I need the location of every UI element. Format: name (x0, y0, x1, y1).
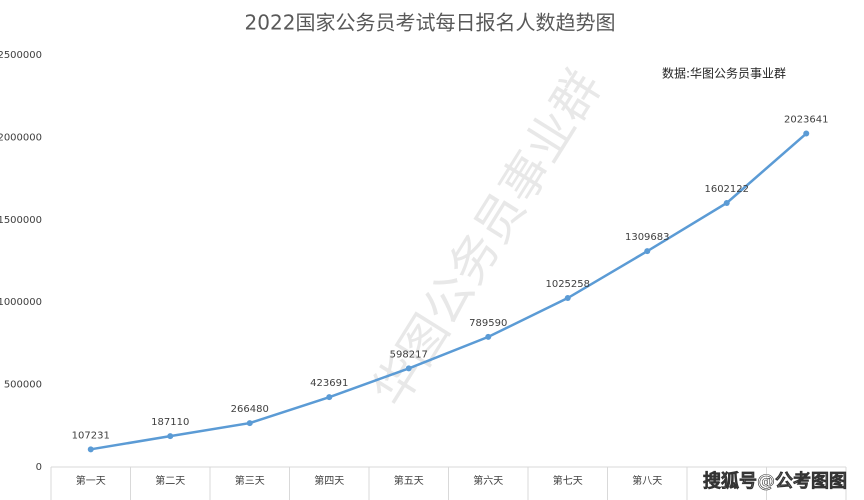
data-label: 1309683 (625, 232, 670, 243)
data-label: 789590 (469, 318, 507, 329)
x-tick-label: 第四天 (314, 474, 344, 487)
x-tick-label: 第二天 (155, 474, 185, 487)
data-label: 2023641 (784, 115, 829, 126)
line (90, 132, 808, 451)
x-tick-label: 第七天 (553, 474, 583, 487)
x-tick-label: 第六天 (473, 474, 503, 487)
point (87, 446, 94, 453)
x-tick-label: 第五天 (394, 474, 424, 487)
point (485, 333, 492, 340)
data-label: 1025258 (545, 279, 590, 290)
y-tick-label: 0 (36, 462, 42, 473)
data-label: 266480 (231, 404, 269, 415)
data-label: 598217 (390, 349, 428, 360)
point (644, 248, 651, 255)
point (167, 433, 174, 440)
point (405, 365, 412, 372)
x-tick-label: 第八天 (632, 474, 662, 487)
data-label: 423691 (310, 378, 348, 389)
point (326, 394, 333, 401)
annotation: 数据:华图公务员事业群 (662, 66, 786, 81)
watermark: 搜狐号@公考图图 (703, 470, 847, 492)
point (246, 420, 253, 427)
y-tick-label: 2500000 (0, 50, 42, 61)
y-tick-label: 500000 (4, 380, 42, 391)
y-tick-label: 2000000 (0, 132, 42, 143)
x-tick-label: 第一天 (76, 474, 106, 487)
point (723, 199, 730, 206)
data-label: 187110 (151, 417, 189, 428)
chart-title: 2022国家公务员考试每日报名人数趋势图 (245, 11, 616, 35)
x-tick-label: 第三天 (235, 474, 265, 487)
point (803, 130, 810, 137)
y-tick-label: 1000000 (0, 297, 42, 308)
y-tick-label: 1500000 (0, 215, 42, 226)
point (564, 295, 571, 302)
data-label: 1602122 (704, 184, 749, 195)
data-label: 107231 (72, 430, 110, 441)
